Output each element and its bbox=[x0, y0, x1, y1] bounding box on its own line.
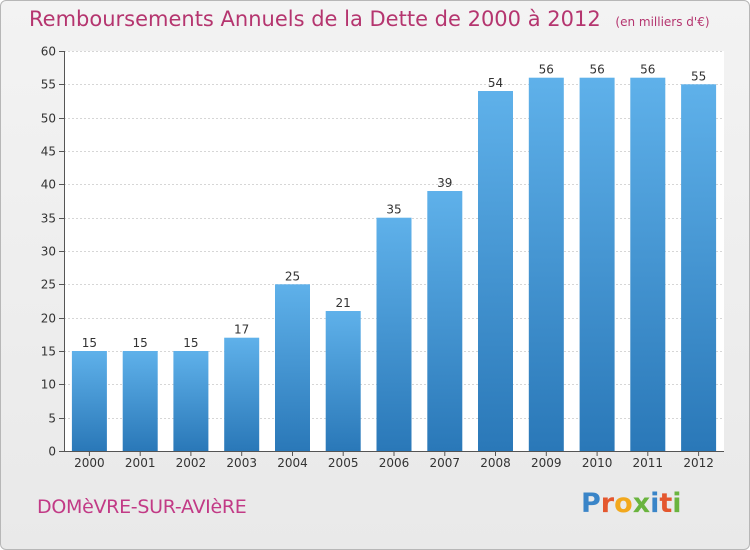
x-tick-label: 2005 bbox=[328, 456, 359, 470]
bar bbox=[681, 84, 717, 452]
bar-value-label: 17 bbox=[234, 323, 249, 337]
label-layer: 15 15 15 17 25 21 35 39 54 56 56 56 55 bbox=[82, 63, 706, 350]
bar bbox=[478, 91, 513, 451]
bar-value-label: 54 bbox=[488, 76, 503, 90]
chart-title: Remboursements Annuels de la Dette de 20… bbox=[29, 7, 710, 31]
bar-layer bbox=[71, 77, 717, 452]
bar-value-label: 56 bbox=[539, 63, 554, 77]
x-tick-label: 2000 bbox=[74, 456, 105, 470]
logo-letter: t bbox=[659, 488, 673, 519]
x-tick-label: 2002 bbox=[176, 456, 207, 470]
y-tick-label: 40 bbox=[41, 178, 56, 192]
y-tick-label: 35 bbox=[41, 212, 56, 226]
logo-letter: o bbox=[614, 488, 633, 519]
logo-letter: i bbox=[650, 488, 660, 519]
x-tick-label: 2007 bbox=[430, 456, 461, 470]
x-tick-label: 2012 bbox=[683, 456, 714, 470]
x-tick-label: 2004 bbox=[277, 456, 308, 470]
bar bbox=[630, 77, 666, 451]
bar bbox=[173, 351, 209, 451]
y-tick-label: 20 bbox=[41, 312, 56, 326]
chart-title-text: Remboursements Annuels de la Dette de 20… bbox=[29, 7, 601, 31]
y-tick-label: 0 bbox=[48, 445, 56, 459]
bar bbox=[376, 217, 412, 451]
y-tick-label: 30 bbox=[41, 245, 56, 259]
bar-value-label: 39 bbox=[437, 176, 452, 190]
chart-unit: (en milliers d'€) bbox=[615, 15, 710, 29]
axis-layer: 0 5 10 15 20 25 30 35 40 45 50 55 60 2000 2001 2002 2003… bbox=[41, 45, 724, 470]
bar bbox=[325, 311, 361, 451]
bar bbox=[579, 77, 615, 451]
x-tick-label: 2009 bbox=[531, 456, 562, 470]
y-tick-label: 5 bbox=[48, 412, 56, 426]
logo-letter: r bbox=[600, 488, 615, 519]
y-tick-label: 55 bbox=[41, 78, 56, 92]
bar-value-label: 56 bbox=[640, 63, 655, 77]
y-tick-label: 60 bbox=[41, 45, 56, 59]
bar bbox=[275, 284, 310, 451]
bar-value-label: 21 bbox=[336, 296, 351, 310]
bar bbox=[528, 77, 564, 451]
bar-value-label: 15 bbox=[183, 336, 198, 350]
x-tick-label: 2001 bbox=[125, 456, 156, 470]
commune-name: DOMèVRE-SUR-AVIèRE bbox=[37, 496, 247, 518]
bar-value-label: 25 bbox=[285, 269, 300, 283]
y-tick-label: 10 bbox=[41, 378, 56, 392]
y-tick-label: 15 bbox=[41, 345, 56, 359]
y-tick-label: 45 bbox=[41, 145, 56, 159]
proxiti-logo[interactable]: Proxiti bbox=[581, 488, 682, 519]
bar-value-label: 15 bbox=[82, 336, 97, 350]
bar bbox=[224, 337, 260, 451]
x-tick-label: 2008 bbox=[480, 456, 511, 470]
logo-letter: P bbox=[581, 488, 601, 519]
x-tick-label: 2006 bbox=[379, 456, 410, 470]
bar-value-label: 35 bbox=[386, 203, 401, 217]
bar-value-label: 56 bbox=[589, 63, 604, 77]
bar-value-label: 55 bbox=[691, 69, 706, 83]
x-tick-label: 2010 bbox=[582, 456, 613, 470]
logo-letter: x bbox=[632, 488, 651, 519]
bar bbox=[122, 351, 158, 451]
y-tick-label: 50 bbox=[41, 112, 56, 126]
logo-letter: i bbox=[672, 488, 682, 519]
x-tick-label: 2003 bbox=[226, 456, 257, 470]
bar bbox=[71, 351, 107, 451]
y-tick-label: 25 bbox=[41, 278, 56, 292]
bar bbox=[427, 191, 463, 451]
x-tick-label: 2011 bbox=[633, 456, 664, 470]
bar-value-label: 15 bbox=[133, 336, 148, 350]
